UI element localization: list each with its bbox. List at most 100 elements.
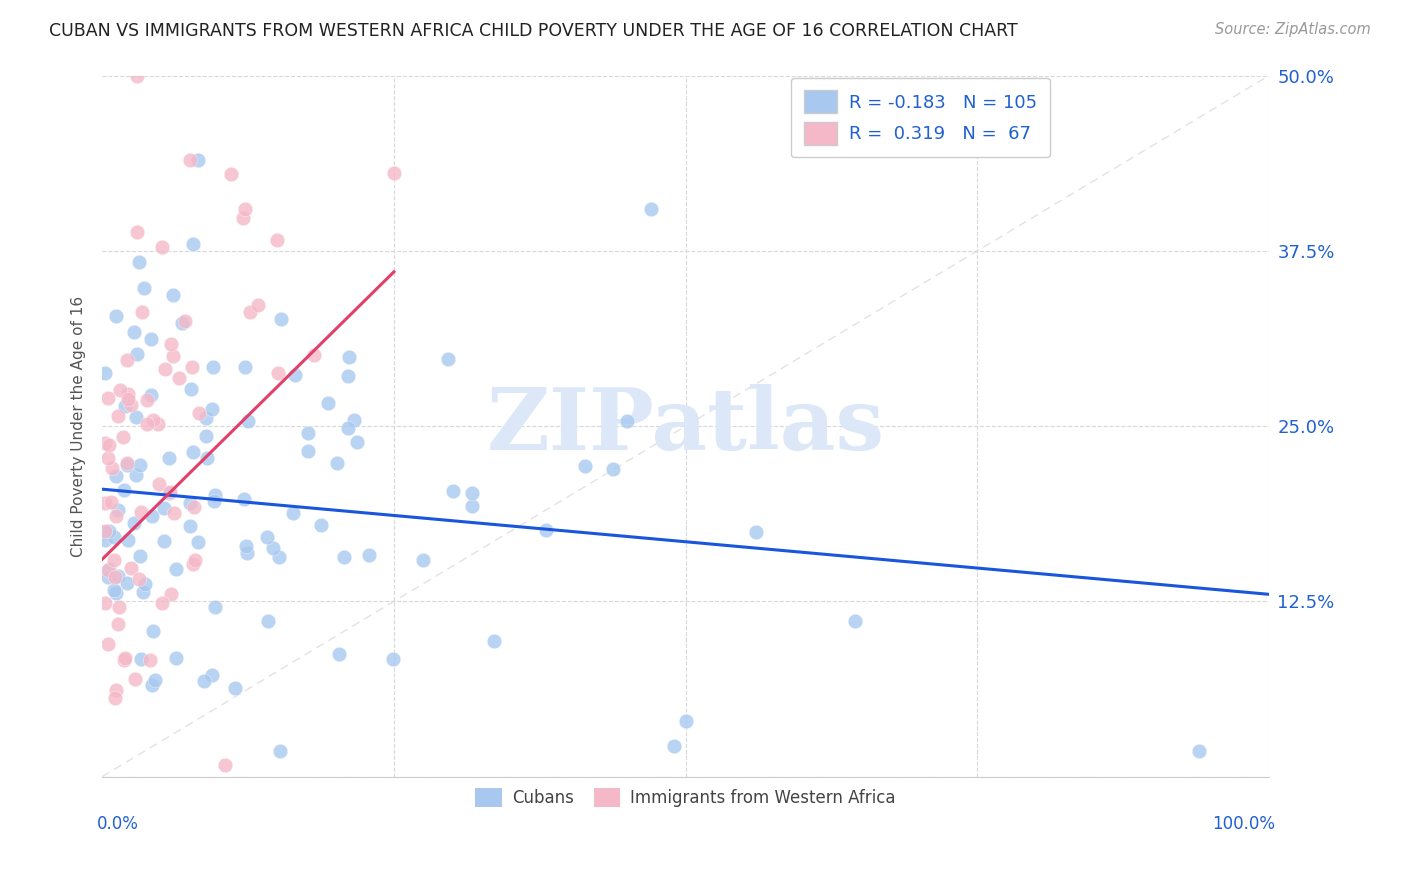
Point: [152, 533, 174, 548]
Point: [675, 714, 697, 728]
Point: [745, 525, 768, 540]
Point: [162, 349, 184, 363]
Point: [640, 202, 662, 216]
Point: [269, 744, 291, 758]
Point: [382, 652, 405, 666]
Point: [104, 309, 127, 323]
Point: [93, 597, 115, 611]
Point: [136, 417, 159, 431]
Point: [110, 384, 132, 398]
Point: [139, 387, 162, 401]
Point: [100, 495, 122, 509]
Point: [333, 550, 356, 565]
Point: [159, 484, 181, 499]
Point: [484, 634, 506, 648]
Point: [97, 637, 120, 651]
Point: [270, 311, 292, 326]
Point: [120, 561, 142, 575]
Point: [162, 287, 184, 301]
Point: [187, 153, 209, 167]
Point: [107, 409, 129, 424]
Point: [103, 570, 125, 584]
Point: [98, 438, 121, 452]
Point: [103, 530, 125, 544]
Point: [441, 484, 464, 499]
Point: [104, 508, 127, 523]
Point: [224, 681, 246, 696]
Point: [239, 304, 262, 318]
Point: [124, 673, 146, 687]
Point: [297, 425, 319, 440]
Point: [152, 500, 174, 515]
Point: [139, 332, 162, 346]
Point: [114, 651, 136, 665]
Legend: Cubans, Immigrants from Western Africa: Cubans, Immigrants from Western Africa: [468, 781, 903, 814]
Point: [124, 516, 146, 531]
Point: [200, 668, 222, 682]
Y-axis label: Child Poverty Under the Age of 16: Child Poverty Under the Age of 16: [72, 295, 86, 557]
Point: [105, 586, 128, 600]
Point: [232, 211, 254, 225]
Point: [141, 678, 163, 692]
Point: [343, 413, 366, 427]
Point: [235, 540, 257, 554]
Point: [148, 417, 170, 431]
Point: [157, 485, 180, 500]
Point: [153, 361, 176, 376]
Point: [128, 458, 150, 472]
Point: [163, 506, 186, 520]
Point: [195, 410, 218, 425]
Point: [112, 483, 135, 497]
Point: [326, 456, 349, 470]
Point: [233, 492, 256, 507]
Point: [236, 546, 259, 560]
Point: [97, 392, 120, 406]
Point: [115, 352, 138, 367]
Point: [233, 359, 256, 374]
Point: [181, 445, 204, 459]
Point: [359, 549, 381, 563]
Point: [117, 386, 139, 401]
Text: CUBAN VS IMMIGRANTS FROM WESTERN AFRICA CHILD POVERTY UNDER THE AGE OF 16 CORREL: CUBAN VS IMMIGRANTS FROM WESTERN AFRICA …: [49, 22, 1018, 40]
Point: [201, 402, 224, 417]
Point: [157, 451, 180, 466]
Point: [148, 476, 170, 491]
Point: [111, 430, 134, 444]
Point: [160, 587, 183, 601]
Point: [204, 488, 226, 502]
Point: [107, 503, 129, 517]
Point: [202, 493, 225, 508]
Point: [179, 518, 201, 533]
Point: [283, 506, 305, 520]
Point: [616, 414, 638, 428]
Point: [115, 458, 138, 473]
Point: [214, 758, 236, 772]
Point: [128, 549, 150, 563]
Point: [195, 428, 218, 442]
Point: [181, 236, 204, 251]
Point: [246, 298, 269, 312]
Point: [187, 534, 209, 549]
Point: [309, 517, 332, 532]
Point: [179, 496, 201, 510]
Point: [844, 614, 866, 628]
Point: [150, 240, 173, 254]
Point: [170, 317, 193, 331]
Point: [117, 392, 139, 406]
Point: [134, 576, 156, 591]
Point: [128, 572, 150, 586]
Point: [143, 673, 166, 688]
Point: [328, 647, 350, 661]
Point: [181, 557, 204, 571]
Point: [97, 563, 120, 577]
Point: [181, 360, 204, 375]
Point: [461, 486, 484, 500]
Point: [461, 499, 484, 513]
Point: [574, 458, 596, 473]
Point: [129, 505, 152, 519]
Point: [124, 468, 146, 483]
Point: [166, 562, 188, 576]
Point: [100, 461, 122, 475]
Point: [93, 524, 115, 538]
Point: [142, 413, 165, 427]
